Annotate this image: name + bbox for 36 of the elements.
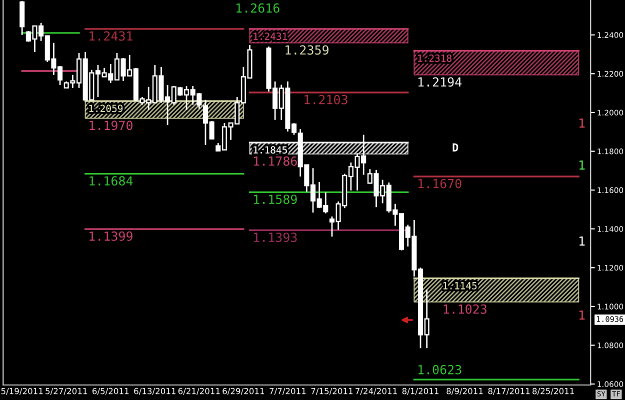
x-tick-label: 6/29/2011	[222, 388, 264, 395]
series-label: 1.2103	[304, 94, 348, 104]
annotation: 1	[580, 160, 585, 170]
x-tick-label: 8/9/2011	[446, 388, 483, 395]
annotation: 1	[580, 236, 585, 246]
annotation: 1.1786	[254, 156, 297, 166]
x-tick-label: 5/27/2011	[46, 388, 87, 395]
series-label: 1.1399	[90, 231, 132, 241]
series-label: 1.2318	[418, 54, 452, 62]
series-label: 1.1670	[418, 178, 462, 188]
x-tick-label: 6/13/2011	[134, 388, 176, 395]
x-tick-label: 8/25/2011	[532, 388, 574, 395]
x-tick-label: 8/1/2011	[402, 388, 438, 395]
annotation: 1.1970	[90, 120, 132, 130]
x-tick-label: 6/5/2011	[92, 388, 129, 395]
annotation: D	[452, 143, 458, 152]
series-label: 1.2431	[254, 32, 287, 40]
annotation: 1	[580, 118, 585, 128]
x-tick-label: 8/17/2011	[488, 388, 530, 395]
series-label: 1.1393	[254, 232, 297, 242]
x-tick-label: 7/15/2011	[311, 388, 353, 395]
series-label: 1.0623	[418, 364, 462, 374]
series-label: 1.1845	[254, 146, 287, 154]
series-label: 1.1589	[254, 194, 297, 204]
annotation: 1.2616	[236, 3, 280, 13]
annotation: 1.2359	[286, 45, 328, 55]
x-tick-label: 5/19/2011	[1, 388, 43, 395]
series-label: 1.2431	[90, 31, 132, 41]
series-label: 1.1684	[90, 176, 133, 186]
annotation: 1.2194	[418, 77, 462, 87]
x-tick-label: 6/21/2011	[178, 388, 220, 395]
x-tick-label: 7/24/2011	[356, 388, 397, 395]
annotation: 1.1023	[444, 304, 486, 314]
x-tick-label: 7/7/2011	[270, 388, 306, 395]
annotation: 1	[580, 310, 585, 320]
series-label: 1.2059	[89, 104, 123, 112]
